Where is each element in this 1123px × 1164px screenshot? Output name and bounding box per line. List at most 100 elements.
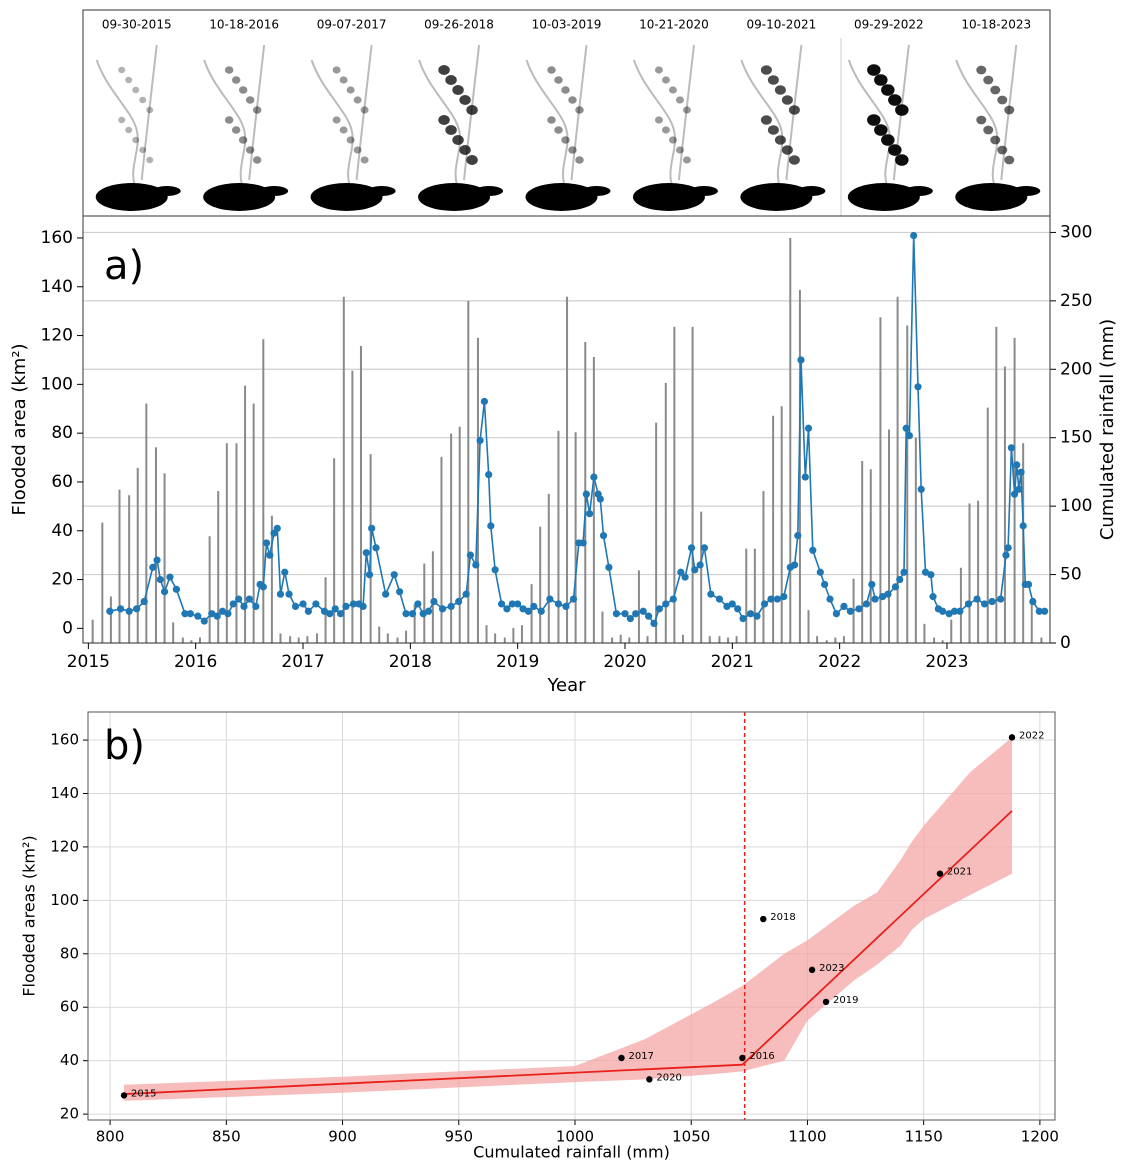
flood-point bbox=[447, 602, 455, 611]
rainfall-bar bbox=[735, 636, 738, 643]
y-tick-label: 120 bbox=[50, 837, 79, 855]
rainfall-bar bbox=[842, 636, 845, 643]
flood-point bbox=[687, 544, 696, 552]
flood-point bbox=[780, 593, 788, 601]
flood-point bbox=[194, 612, 202, 620]
rainfall-bar bbox=[128, 495, 131, 643]
flood-point bbox=[734, 605, 742, 613]
image-strip-frame bbox=[82, 9, 1051, 217]
flood-point bbox=[259, 583, 267, 591]
flood-point bbox=[801, 473, 809, 481]
flood-point bbox=[855, 605, 863, 613]
flood-point bbox=[681, 573, 689, 581]
panel-label: b) bbox=[104, 723, 145, 769]
flood-point bbox=[700, 544, 709, 552]
point-label: 2020 bbox=[656, 1072, 681, 1083]
rainfall-bar bbox=[592, 356, 595, 643]
rainfall-bar bbox=[566, 296, 569, 643]
flood-point bbox=[320, 607, 329, 615]
rainfall-bar bbox=[753, 548, 756, 643]
y-tick-label: 160 bbox=[50, 731, 79, 749]
flood-point bbox=[153, 556, 161, 564]
y-tick-label: 140 bbox=[41, 277, 73, 297]
y-tick-label: 80 bbox=[51, 423, 73, 443]
flood-point bbox=[331, 605, 339, 613]
flood-point bbox=[166, 573, 174, 581]
rainfall-bar bbox=[217, 491, 220, 643]
flood-point bbox=[973, 595, 981, 603]
flood-patch bbox=[125, 76, 133, 84]
rainfall-bar bbox=[262, 339, 265, 643]
rainfall-bar bbox=[145, 403, 148, 643]
x-tick-label: 1150 bbox=[905, 1128, 943, 1146]
flood-point bbox=[252, 602, 260, 611]
rainfall-bar bbox=[933, 637, 936, 643]
x-tick-label: 1000 bbox=[556, 1128, 594, 1146]
point-label: 2021 bbox=[947, 867, 972, 878]
x-tick-label: 2023 bbox=[925, 652, 968, 672]
flood-point bbox=[491, 566, 499, 574]
flood-point bbox=[1015, 485, 1023, 493]
rainfall-bar bbox=[807, 610, 810, 643]
flood-patch bbox=[125, 126, 133, 134]
flood-patch bbox=[353, 146, 362, 154]
y-tick-label: 40 bbox=[51, 521, 73, 541]
flood-patch bbox=[781, 145, 793, 155]
rainfall-bar bbox=[190, 640, 193, 643]
rainfall-bar bbox=[664, 382, 667, 643]
x-tick-label: 2022 bbox=[818, 652, 861, 672]
rainfall-bar bbox=[691, 326, 694, 643]
rainfall-bar bbox=[646, 636, 649, 643]
rainfall-bar bbox=[235, 443, 238, 643]
flood-point bbox=[599, 532, 608, 540]
lake-blob bbox=[740, 183, 813, 211]
flood-patch bbox=[238, 86, 248, 94]
flood-point bbox=[524, 607, 532, 615]
flood-point bbox=[497, 600, 506, 608]
x-axis-label: Cumulated rainfall (mm) bbox=[473, 1143, 670, 1162]
lake-blob bbox=[310, 183, 383, 211]
flood-patch bbox=[682, 106, 691, 114]
flood-patch bbox=[231, 126, 241, 134]
flood-point bbox=[480, 397, 488, 406]
y-axis-label: Flooded area (km²) bbox=[9, 343, 30, 515]
flood-patch bbox=[1004, 105, 1015, 115]
flood-patch bbox=[675, 96, 684, 104]
flood-point bbox=[905, 432, 914, 440]
flood-point bbox=[299, 600, 307, 608]
rainfall-bar bbox=[539, 526, 542, 643]
flood-point bbox=[1004, 544, 1012, 552]
x-tick-label: 850 bbox=[212, 1128, 241, 1146]
flood-point bbox=[408, 610, 417, 618]
flood-point bbox=[1017, 468, 1025, 476]
flood-point bbox=[291, 602, 300, 611]
x-tick-label: 2020 bbox=[603, 652, 646, 672]
flood-point bbox=[753, 612, 761, 620]
flood-point bbox=[273, 524, 281, 532]
rainfall-bar bbox=[708, 636, 711, 643]
flood-point bbox=[181, 610, 189, 618]
flood-patch bbox=[881, 134, 895, 146]
rainfall-bar bbox=[163, 473, 166, 643]
x-tick-label: 900 bbox=[328, 1128, 357, 1146]
flood-point bbox=[365, 571, 374, 579]
flood-patch bbox=[252, 106, 262, 114]
y-tick-label: 40 bbox=[60, 1051, 79, 1069]
rainfall-bar bbox=[154, 447, 157, 643]
flood-patch bbox=[466, 155, 478, 165]
rainfall-bar bbox=[333, 458, 336, 643]
flood-patch bbox=[781, 95, 793, 105]
flood-patch bbox=[252, 156, 262, 164]
flood-point bbox=[462, 590, 470, 598]
flood-point bbox=[871, 595, 879, 603]
rainfall-bar bbox=[879, 317, 882, 643]
flood-point bbox=[569, 595, 578, 603]
rainfall-bar bbox=[906, 325, 909, 643]
flood-point bbox=[900, 568, 908, 576]
flood-point bbox=[414, 600, 422, 608]
rainfall-bar bbox=[861, 460, 864, 643]
scatter-point bbox=[120, 1092, 128, 1099]
flood-point bbox=[229, 600, 237, 608]
y2-tick-label: 150 bbox=[1060, 428, 1092, 448]
